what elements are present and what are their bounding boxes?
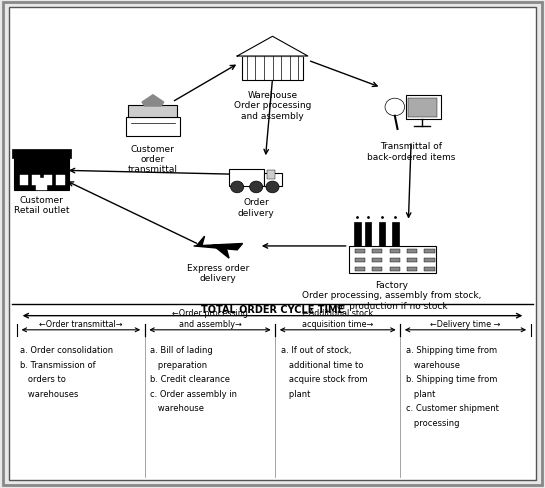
Bar [264, 173, 282, 187]
Text: Customer
Retail outlet: Customer Retail outlet [14, 195, 69, 215]
Text: acquire stock from: acquire stock from [281, 374, 367, 384]
Text: Order
delivery: Order delivery [238, 198, 275, 217]
Bar [372, 259, 383, 263]
Bar [390, 250, 400, 254]
Bar [407, 267, 417, 272]
Text: a. If out of stock,: a. If out of stock, [281, 345, 351, 354]
Polygon shape [142, 96, 164, 107]
Text: b. Shipping time from: b. Shipping time from [405, 374, 497, 384]
Bar [425, 267, 434, 272]
Bar [32, 176, 40, 185]
Text: orders to: orders to [20, 374, 65, 384]
Bar [14, 157, 69, 190]
Text: warehouse: warehouse [405, 360, 459, 369]
Polygon shape [237, 37, 308, 57]
Bar [408, 99, 437, 118]
Bar [126, 118, 180, 137]
Text: a. Bill of lading: a. Bill of lading [150, 345, 213, 354]
Bar [425, 259, 434, 263]
Bar [355, 250, 365, 254]
Bar [44, 176, 52, 185]
Bar [20, 176, 28, 185]
Text: b. Transmission of: b. Transmission of [20, 360, 95, 369]
Bar [390, 267, 400, 272]
Text: Express order
delivery: Express order delivery [187, 264, 249, 283]
Bar [11, 150, 71, 159]
Bar [354, 222, 361, 246]
Text: Customer
order
transmittal: Customer order transmittal [128, 144, 178, 174]
Text: warehouse: warehouse [150, 404, 204, 412]
Text: ←Order processing
and assembly→: ←Order processing and assembly→ [172, 309, 248, 328]
Bar [372, 267, 383, 272]
Bar [129, 106, 177, 118]
Bar [243, 57, 302, 81]
Bar [36, 178, 47, 190]
Bar [57, 176, 64, 185]
FancyBboxPatch shape [3, 3, 542, 485]
Bar [355, 267, 365, 272]
Text: TOTAL ORDER CYCLE TIME: TOTAL ORDER CYCLE TIME [201, 304, 344, 314]
Text: warehouses: warehouses [20, 389, 78, 398]
Text: ←Delivery time →: ←Delivery time → [431, 319, 501, 328]
Circle shape [385, 99, 404, 117]
Bar [407, 259, 417, 263]
Text: a. Order consolidation: a. Order consolidation [20, 345, 113, 354]
Bar [407, 250, 417, 254]
Bar [379, 222, 385, 246]
Text: plant: plant [281, 389, 310, 398]
Text: Transmittal of
back-ordered items: Transmittal of back-ordered items [367, 142, 455, 161]
Text: b. Credit clearance: b. Credit clearance [150, 374, 230, 384]
Bar [349, 246, 435, 273]
FancyBboxPatch shape [9, 8, 536, 480]
Text: additional time to: additional time to [281, 360, 363, 369]
Text: plant: plant [405, 389, 435, 398]
Circle shape [231, 182, 244, 193]
Bar [405, 96, 441, 120]
Polygon shape [213, 245, 229, 259]
Bar [425, 250, 434, 254]
Bar [365, 222, 372, 246]
Circle shape [250, 182, 263, 193]
Polygon shape [193, 244, 243, 250]
Bar [355, 259, 365, 263]
Text: processing: processing [405, 418, 459, 427]
Text: preparation: preparation [150, 360, 207, 369]
Text: c. Customer shipment: c. Customer shipment [405, 404, 499, 412]
Polygon shape [196, 237, 204, 246]
Bar [372, 250, 383, 254]
Text: Factory
Order processing, assembly from stock,
or production if no stock: Factory Order processing, assembly from … [302, 281, 482, 310]
Text: ←Order transmittal→: ←Order transmittal→ [39, 319, 123, 328]
Circle shape [266, 182, 279, 193]
Text: ←Additional stock
acquisition time→: ←Additional stock acquisition time→ [302, 309, 373, 328]
Text: a. Shipping time from: a. Shipping time from [405, 345, 497, 354]
Text: c. Order assembly in: c. Order assembly in [150, 389, 237, 398]
Bar [229, 170, 264, 187]
Text: Warehouse
Order processing
and assembly: Warehouse Order processing and assembly [234, 91, 311, 121]
Bar [267, 171, 275, 180]
Bar [390, 259, 400, 263]
Bar [392, 222, 398, 246]
